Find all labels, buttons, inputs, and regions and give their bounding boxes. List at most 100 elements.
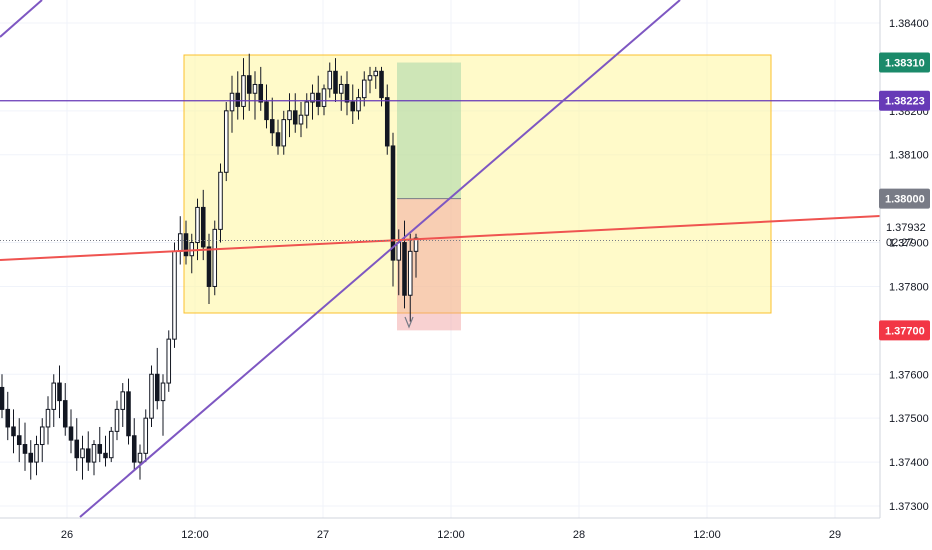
candle bbox=[131, 418, 137, 471]
candle-body bbox=[143, 417, 149, 454]
candle bbox=[143, 409, 149, 463]
candle bbox=[338, 75, 344, 111]
candle-body bbox=[344, 83, 350, 103]
candle-body bbox=[131, 435, 137, 463]
trendline-purple-upper bbox=[0, 0, 43, 38]
candle-body bbox=[241, 75, 246, 107]
candle bbox=[356, 88, 361, 120]
candle-body bbox=[212, 228, 218, 287]
x-tick-label: 12:00 bbox=[437, 529, 465, 541]
candle-body bbox=[166, 338, 172, 384]
candle bbox=[154, 347, 160, 410]
candle-body bbox=[11, 426, 16, 437]
candle-body bbox=[149, 373, 154, 419]
candle bbox=[321, 84, 327, 116]
candle-body bbox=[45, 408, 51, 428]
candle-body bbox=[16, 435, 22, 446]
candle bbox=[34, 435, 39, 476]
price-badge bbox=[879, 90, 930, 111]
x-tick-label: 26 bbox=[61, 529, 73, 541]
candle-body bbox=[281, 119, 287, 147]
candle-body bbox=[356, 97, 361, 112]
candle bbox=[91, 440, 97, 476]
countdown-label: 02:27 bbox=[886, 237, 914, 249]
candle bbox=[45, 396, 51, 445]
candle bbox=[80, 435, 85, 480]
candle-body bbox=[292, 110, 298, 125]
candle-body bbox=[327, 70, 333, 90]
candle-body bbox=[298, 114, 304, 125]
candle-body bbox=[108, 430, 114, 459]
price-badge-label: 1.38223 bbox=[885, 96, 925, 108]
candle bbox=[126, 378, 131, 445]
candle-body bbox=[252, 83, 258, 94]
candle bbox=[212, 220, 218, 296]
candle-body bbox=[103, 452, 108, 459]
candle bbox=[114, 400, 120, 441]
candle bbox=[264, 84, 269, 129]
candle bbox=[223, 102, 229, 182]
candle-body bbox=[269, 119, 275, 134]
candle-body bbox=[361, 79, 367, 99]
candle bbox=[183, 220, 189, 265]
candle-body bbox=[333, 70, 338, 94]
candle-body bbox=[258, 83, 264, 103]
candle-body bbox=[39, 426, 45, 446]
candle bbox=[384, 84, 390, 155]
candle bbox=[310, 84, 315, 120]
candle-body bbox=[264, 101, 269, 121]
candle bbox=[51, 374, 57, 427]
price-badge bbox=[879, 52, 930, 73]
candle bbox=[241, 58, 246, 120]
candle-body bbox=[200, 206, 206, 248]
candle bbox=[166, 330, 172, 392]
candle bbox=[344, 71, 350, 116]
candle-body bbox=[189, 242, 195, 257]
candle-body bbox=[91, 444, 97, 463]
candle-body bbox=[413, 237, 419, 252]
candle bbox=[269, 97, 275, 146]
candle-body bbox=[172, 250, 177, 340]
candle-body bbox=[160, 382, 166, 402]
y-tick-label: 1.37900 bbox=[889, 238, 929, 250]
candle bbox=[28, 440, 34, 480]
candle bbox=[22, 422, 28, 471]
candle-body bbox=[367, 75, 373, 81]
candle bbox=[390, 132, 396, 287]
y-tick-label: 1.37800 bbox=[889, 281, 929, 293]
candle bbox=[350, 84, 356, 124]
candle bbox=[258, 66, 264, 111]
candle-body bbox=[28, 452, 34, 463]
drawing-layer bbox=[183, 54, 772, 331]
candle bbox=[149, 365, 154, 427]
candle bbox=[252, 71, 258, 120]
candle bbox=[62, 383, 68, 436]
candle bbox=[200, 189, 206, 261]
candle-body bbox=[338, 83, 344, 94]
candle bbox=[298, 102, 304, 138]
candle bbox=[373, 66, 379, 89]
candle bbox=[413, 233, 419, 278]
y-tick-label: 1.38100 bbox=[889, 150, 929, 162]
candle-body bbox=[85, 448, 91, 463]
candle-body bbox=[195, 206, 200, 244]
candle bbox=[379, 66, 384, 107]
candle-body bbox=[384, 97, 390, 147]
candle bbox=[39, 418, 45, 463]
candle-body bbox=[57, 382, 62, 402]
candle bbox=[229, 75, 235, 133]
candle-body bbox=[126, 391, 131, 437]
candle-body bbox=[5, 408, 11, 428]
candle-body bbox=[120, 391, 126, 410]
candle bbox=[97, 426, 103, 463]
price-badge bbox=[879, 320, 930, 341]
price-badge-label: 1.38000 bbox=[885, 194, 925, 206]
candle-body bbox=[373, 70, 379, 77]
candle-body bbox=[34, 444, 39, 463]
price-badge bbox=[879, 188, 930, 209]
candle-body bbox=[396, 242, 402, 261]
candle bbox=[407, 233, 413, 322]
candle-body bbox=[183, 233, 189, 257]
